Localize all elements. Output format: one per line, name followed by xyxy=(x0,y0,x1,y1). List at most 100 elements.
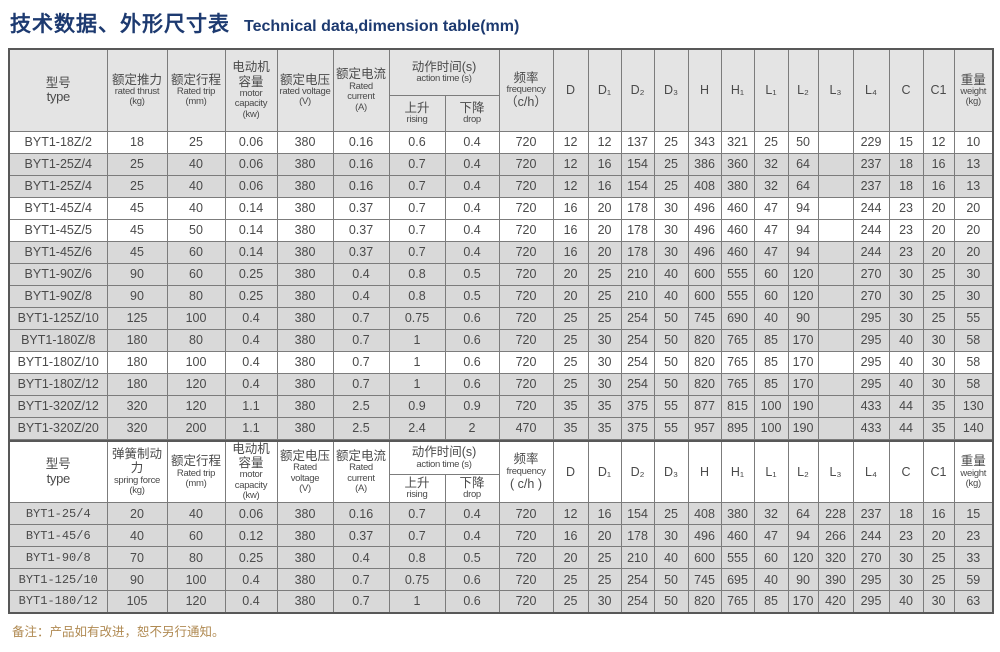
value-cell: 0.7 xyxy=(388,502,446,525)
value-cell: 320 xyxy=(817,546,854,569)
value-cell: 30 xyxy=(653,196,689,220)
value-cell: 375 xyxy=(620,394,655,418)
col-header-drop: 下降 drop xyxy=(444,94,500,132)
value-cell: 244 xyxy=(852,240,890,264)
value-cell: 0.8 xyxy=(388,284,446,308)
col-header-L4: L₄ xyxy=(852,440,890,503)
value-cell: 380 xyxy=(276,152,334,176)
value-cell: 120 xyxy=(787,262,819,286)
value-cell: 0.4 xyxy=(332,284,390,308)
value-cell xyxy=(817,262,854,286)
value-cell: 720 xyxy=(498,152,554,176)
table-row: BYT1-180Z/12 180 120 0.4 380 0.7 1 0.6 720 25 30 25… xyxy=(8,372,994,396)
col-header-H: H xyxy=(687,440,722,503)
value-cell: 13 xyxy=(953,152,994,176)
value-cell: 0.4 xyxy=(444,152,500,176)
value-cell: 266 xyxy=(817,524,854,547)
value-cell: 0.4 xyxy=(444,174,500,198)
value-cell: 460 xyxy=(720,196,755,220)
value-cell: 45 xyxy=(106,218,168,242)
value-cell: 720 xyxy=(498,218,554,242)
col-header-C1: C1 xyxy=(922,48,955,132)
value-cell xyxy=(817,240,854,264)
value-cell xyxy=(817,284,854,308)
value-cell: 30 xyxy=(888,568,924,591)
value-cell: 0.4 xyxy=(224,568,278,591)
value-cell: 690 xyxy=(720,306,755,330)
value-cell: 470 xyxy=(498,416,554,440)
value-cell: 720 xyxy=(498,130,554,154)
value-cell: 0.4 xyxy=(444,502,500,525)
value-cell: 0.06 xyxy=(224,152,278,176)
value-cell: 1 xyxy=(388,372,446,396)
value-cell: 254 xyxy=(620,568,655,591)
value-cell: 0.6 xyxy=(444,328,500,352)
value-cell: 50 xyxy=(166,218,226,242)
col-header-C: C xyxy=(888,440,924,503)
value-cell: 460 xyxy=(720,240,755,264)
value-cell: 30 xyxy=(888,262,924,286)
value-cell: 210 xyxy=(620,284,655,308)
value-cell: 320 xyxy=(106,416,168,440)
value-cell: 16 xyxy=(922,152,955,176)
model-cell: BYT1-25/4 xyxy=(8,502,108,525)
value-cell: 23 xyxy=(888,196,924,220)
value-cell: 0.6 xyxy=(444,306,500,330)
value-cell: 720 xyxy=(498,262,554,286)
value-cell: 0.8 xyxy=(388,262,446,286)
value-cell: 375 xyxy=(620,416,655,440)
value-cell: 25 xyxy=(552,372,589,396)
value-cell: 343 xyxy=(687,130,722,154)
table-row: BYT1-45/6 40 60 0.12 380 0.37 0.7 0.4 720 16 20 178… xyxy=(8,524,994,547)
value-cell: 0.4 xyxy=(444,524,500,547)
value-cell: 30 xyxy=(888,284,924,308)
value-cell xyxy=(817,394,854,418)
value-cell: 20 xyxy=(587,196,622,220)
value-cell: 63 xyxy=(953,590,994,613)
value-cell: 80 xyxy=(166,328,226,352)
value-cell: 720 xyxy=(498,524,554,547)
value-cell: 18 xyxy=(888,174,924,198)
value-cell: 237 xyxy=(852,174,890,198)
spec-table-thruster: 型号 type 额定推力 rated thrust (kg) 额定行程 Rate… xyxy=(8,48,995,440)
value-cell: 270 xyxy=(852,262,890,286)
value-cell: 44 xyxy=(888,416,924,440)
value-cell: 210 xyxy=(620,546,655,569)
value-cell: 0.14 xyxy=(224,240,278,264)
value-cell: 15 xyxy=(888,130,924,154)
value-cell: 0.5 xyxy=(444,546,500,569)
value-cell: 254 xyxy=(620,372,655,396)
col-header-D2: D₂ xyxy=(620,440,655,503)
value-cell: 25 xyxy=(922,284,955,308)
value-cell: 20 xyxy=(922,524,955,547)
value-cell: 765 xyxy=(720,350,755,374)
value-cell: 100 xyxy=(166,350,226,374)
value-cell: 50 xyxy=(653,328,689,352)
table-row: BYT1-180/12 105 120 0.4 380 0.7 1 0.6 720 25 30 254… xyxy=(8,590,994,613)
value-cell: 1.1 xyxy=(224,394,278,418)
value-cell: 390 xyxy=(817,568,854,591)
model-cell: BYT1-45Z/6 xyxy=(8,240,108,264)
value-cell: 90 xyxy=(787,306,819,330)
value-cell: 25 xyxy=(106,174,168,198)
value-cell: 380 xyxy=(276,350,334,374)
col-header-rated-trip: 额定行程 Rated trip (mm) xyxy=(166,440,226,503)
value-cell: 0.4 xyxy=(224,350,278,374)
value-cell: 0.75 xyxy=(388,306,446,330)
value-cell: 190 xyxy=(787,394,819,418)
value-cell: 0.7 xyxy=(332,590,390,613)
value-cell: 555 xyxy=(720,546,755,569)
value-cell: 105 xyxy=(106,590,168,613)
value-cell: 555 xyxy=(720,262,755,286)
value-cell: 25 xyxy=(106,152,168,176)
value-cell: 140 xyxy=(953,416,994,440)
value-cell: 895 xyxy=(720,416,755,440)
value-cell: 254 xyxy=(620,350,655,374)
value-cell: 64 xyxy=(787,152,819,176)
value-cell: 320 xyxy=(106,394,168,418)
model-cell: BYT1-90Z/6 xyxy=(8,262,108,286)
value-cell: 496 xyxy=(687,218,722,242)
col-header-D: D xyxy=(552,440,589,503)
value-cell: 380 xyxy=(276,416,334,440)
value-cell: 50 xyxy=(653,372,689,396)
